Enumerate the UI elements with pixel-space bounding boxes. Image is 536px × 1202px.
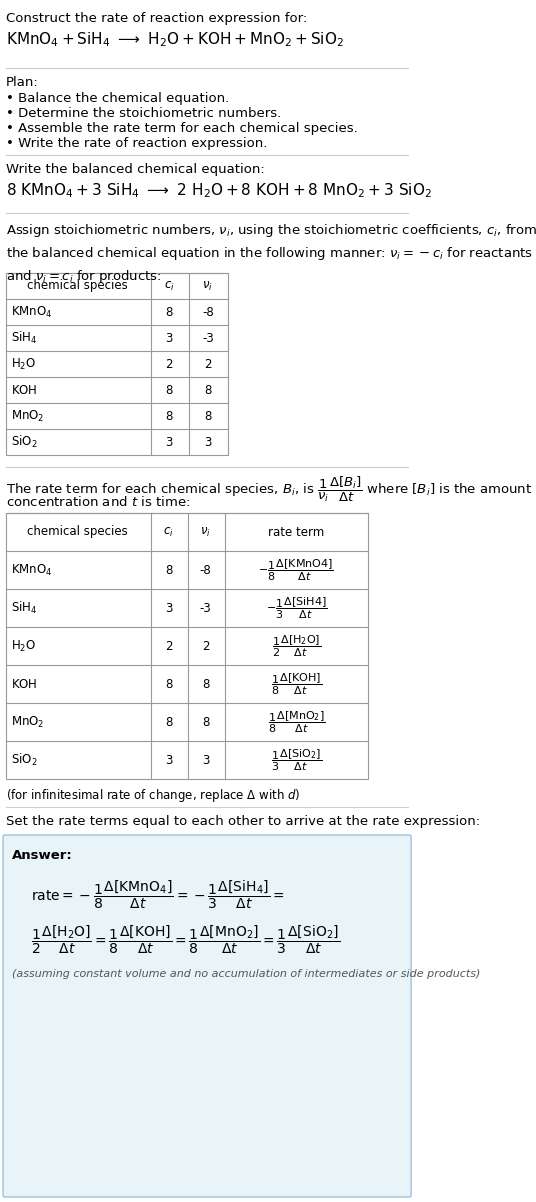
Text: $\mathrm{SiO_2}$: $\mathrm{SiO_2}$	[11, 434, 38, 450]
Text: The rate term for each chemical species, $B_i$, is $\dfrac{1}{\nu_i}\dfrac{\Delt: The rate term for each chemical species,…	[6, 475, 532, 505]
Text: 8: 8	[204, 383, 212, 397]
Text: 8: 8	[166, 383, 173, 397]
Text: (assuming constant volume and no accumulation of intermediates or side products): (assuming constant volume and no accumul…	[12, 969, 481, 978]
Text: 3: 3	[165, 754, 172, 767]
Text: $\mathrm{MnO_2}$: $\mathrm{MnO_2}$	[11, 409, 44, 423]
Text: 2: 2	[202, 639, 210, 653]
Text: $\dfrac{1}{3}\dfrac{\Delta[\mathrm{SiO_2}]}{\Delta t}$: $\dfrac{1}{3}\dfrac{\Delta[\mathrm{SiO_2…	[271, 748, 322, 773]
Text: 8: 8	[165, 564, 172, 577]
Text: chemical species: chemical species	[27, 280, 128, 292]
Text: 8: 8	[166, 410, 173, 422]
Text: $\mathrm{H_2O}$: $\mathrm{H_2O}$	[11, 357, 36, 371]
Bar	[6, 513, 368, 779]
Text: 8: 8	[166, 305, 173, 319]
Text: $\mathrm{KOH}$: $\mathrm{KOH}$	[11, 383, 38, 397]
Text: • Determine the stoichiometric numbers.: • Determine the stoichiometric numbers.	[6, 107, 281, 120]
Text: 3: 3	[202, 754, 209, 767]
Text: chemical species: chemical species	[27, 525, 128, 538]
Text: Construct the rate of reaction expression for:: Construct the rate of reaction expressio…	[6, 12, 308, 25]
Text: 3: 3	[166, 332, 173, 345]
Text: $\mathrm{SiO_2}$: $\mathrm{SiO_2}$	[11, 752, 38, 768]
Text: $c_i$: $c_i$	[164, 279, 175, 292]
Text: 2: 2	[165, 639, 172, 653]
Text: • Write the rate of reaction expression.: • Write the rate of reaction expression.	[6, 137, 267, 150]
Text: • Balance the chemical equation.: • Balance the chemical equation.	[6, 93, 229, 105]
Text: 3: 3	[165, 601, 172, 614]
Text: • Assemble the rate term for each chemical species.: • Assemble the rate term for each chemic…	[6, 121, 358, 135]
Text: $-\dfrac{1}{8}\dfrac{\Delta[\mathrm{KMnO4}]}{\Delta t}$: $-\dfrac{1}{8}\dfrac{\Delta[\mathrm{KMnO…	[258, 558, 334, 583]
Text: $\dfrac{1}{8}\dfrac{\Delta[\mathrm{MnO_2}]}{\Delta t}$: $\dfrac{1}{8}\dfrac{\Delta[\mathrm{MnO_2…	[267, 709, 325, 734]
Text: 8: 8	[165, 715, 172, 728]
Text: concentration and $t$ is time:: concentration and $t$ is time:	[6, 495, 190, 508]
Text: 8: 8	[202, 715, 209, 728]
Text: Answer:: Answer:	[12, 849, 73, 862]
Text: -8: -8	[202, 305, 214, 319]
Text: Write the balanced chemical equation:: Write the balanced chemical equation:	[6, 163, 265, 175]
Text: 3: 3	[166, 435, 173, 448]
Text: Set the rate terms equal to each other to arrive at the rate expression:: Set the rate terms equal to each other t…	[6, 815, 480, 828]
FancyBboxPatch shape	[3, 835, 411, 1197]
Text: Assign stoichiometric numbers, $\nu_i$, using the stoichiometric coefficients, $: Assign stoichiometric numbers, $\nu_i$, …	[6, 222, 536, 285]
Bar	[6, 273, 228, 456]
Text: Plan:: Plan:	[6, 76, 39, 89]
Text: $\nu_i$: $\nu_i$	[203, 279, 213, 292]
Text: $-\dfrac{1}{3}\dfrac{\Delta[\mathrm{SiH4}]}{\Delta t}$: $-\dfrac{1}{3}\dfrac{\Delta[\mathrm{SiH4…	[265, 595, 327, 620]
Text: (for infinitesimal rate of change, replace $\Delta$ with $d$): (for infinitesimal rate of change, repla…	[6, 787, 301, 804]
Text: $\mathrm{H_2O}$: $\mathrm{H_2O}$	[11, 638, 36, 654]
Text: $\dfrac{1}{2}\dfrac{\Delta[\mathrm{H_2O}]}{\Delta t}$: $\dfrac{1}{2}\dfrac{\Delta[\mathrm{H_2O}…	[272, 633, 321, 659]
Text: $\mathrm{KMnO_4 + SiH_4\ \longrightarrow\ H_2O + KOH + MnO_2 + SiO_2}$: $\mathrm{KMnO_4 + SiH_4\ \longrightarrow…	[6, 30, 344, 49]
Text: 8: 8	[204, 410, 212, 422]
Text: $\nu_i$: $\nu_i$	[200, 525, 211, 538]
Text: 2: 2	[166, 357, 173, 370]
Text: 8: 8	[165, 678, 172, 690]
Text: $c_i$: $c_i$	[163, 525, 174, 538]
Text: $\mathrm{SiH_4}$: $\mathrm{SiH_4}$	[11, 600, 38, 617]
Text: $\dfrac{1}{8}\dfrac{\Delta[\mathrm{KOH}]}{\Delta t}$: $\dfrac{1}{8}\dfrac{\Delta[\mathrm{KOH}]…	[271, 671, 322, 697]
Text: -8: -8	[200, 564, 211, 577]
Text: $\mathrm{KOH}$: $\mathrm{KOH}$	[11, 678, 38, 690]
Text: 2: 2	[204, 357, 212, 370]
Text: 3: 3	[204, 435, 212, 448]
Text: $\mathrm{MnO_2}$: $\mathrm{MnO_2}$	[11, 714, 44, 730]
Text: $\mathrm{KMnO_4}$: $\mathrm{KMnO_4}$	[11, 563, 52, 577]
Text: $\mathrm{rate} = -\dfrac{1}{8}\dfrac{\Delta[\mathrm{KMnO_4}]}{\Delta t} = -\dfra: $\mathrm{rate} = -\dfrac{1}{8}\dfrac{\De…	[31, 879, 285, 911]
Text: 8: 8	[202, 678, 209, 690]
Text: $\mathrm{SiH_4}$: $\mathrm{SiH_4}$	[11, 331, 38, 346]
Text: $\mathrm{KMnO_4}$: $\mathrm{KMnO_4}$	[11, 304, 52, 320]
Text: -3: -3	[200, 601, 211, 614]
Text: $\dfrac{1}{2}\dfrac{\Delta[\mathrm{H_2O}]}{\Delta t} = \dfrac{1}{8}\dfrac{\Delta: $\dfrac{1}{2}\dfrac{\Delta[\mathrm{H_2O}…	[31, 924, 340, 957]
Text: $\mathrm{8\ KMnO_4 + 3\ SiH_4\ \longrightarrow\ 2\ H_2O + 8\ KOH + 8\ MnO_2 + 3\: $\mathrm{8\ KMnO_4 + 3\ SiH_4\ \longrigh…	[6, 182, 432, 200]
Text: -3: -3	[202, 332, 214, 345]
Text: rate term: rate term	[268, 525, 324, 538]
